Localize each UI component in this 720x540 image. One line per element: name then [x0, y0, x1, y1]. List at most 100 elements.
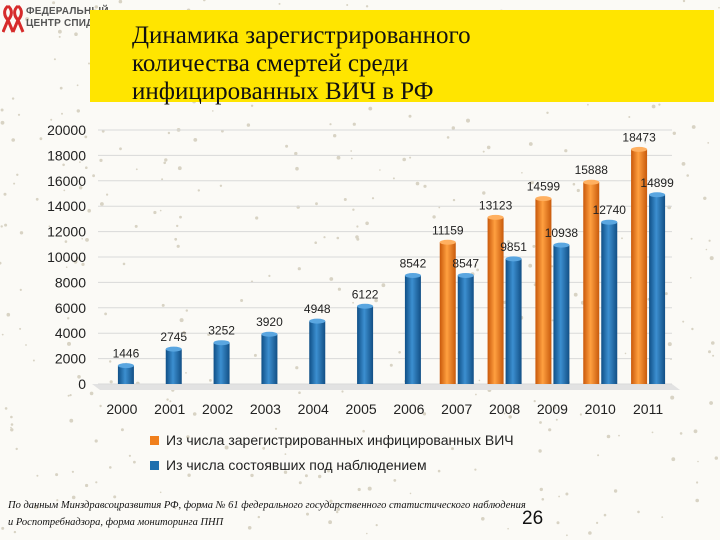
background-dot: [177, 166, 182, 171]
background-dot: [164, 158, 168, 162]
background-dot: [708, 350, 711, 354]
background-dot: [104, 312, 107, 316]
data-label-observed: 4948: [304, 302, 331, 316]
background-dot: [79, 161, 81, 164]
background-dot: [39, 137, 43, 141]
bar-observed-top: [309, 318, 326, 324]
background-dot: [274, 427, 278, 430]
background-dot: [613, 489, 618, 493]
background-dot: [690, 237, 693, 240]
background-dot: [1, 526, 5, 530]
background-dot: [81, 238, 83, 240]
background-dot: [368, 106, 373, 111]
background-dot: [528, 142, 533, 146]
background-dot: [55, 473, 59, 477]
background-dot: [19, 288, 22, 291]
background-dot: [224, 445, 229, 450]
bar-observed: [165, 349, 182, 384]
y-tick-label: 16000: [47, 173, 86, 189]
background-dot: [539, 421, 542, 424]
bar-chart: 0 2000 4000 6000 8000 10000 12000 14000 16000 180…: [47, 122, 680, 417]
background-dot: [333, 134, 337, 138]
background-dot: [318, 474, 322, 479]
background-dot: [207, 333, 211, 336]
background-dot: [697, 460, 699, 463]
x-tick-label: 2006: [393, 401, 424, 417]
bar-registered-top: [487, 214, 504, 220]
background-dot: [658, 103, 661, 106]
background-dot: [197, 189, 200, 192]
background-dot: [533, 400, 536, 403]
background-dot: [596, 521, 599, 525]
background-dot: [179, 318, 184, 323]
background-dot: [402, 262, 405, 265]
background-dot: [0, 108, 4, 112]
bar-registered: [631, 149, 648, 384]
background-dot: [298, 391, 301, 395]
data-label-registered: 11159: [432, 223, 464, 237]
background-dot: [118, 0, 123, 4]
background-dot: [174, 507, 177, 510]
background-dot: [209, 379, 212, 382]
background-dot: [362, 429, 365, 433]
data-label-registered: 13123: [479, 198, 513, 212]
background-dot: [432, 215, 436, 219]
background-dot: [3, 192, 7, 196]
background-dot: [174, 237, 178, 241]
background-dot: [709, 401, 713, 405]
background-dot: [101, 129, 105, 133]
background-dot: [336, 155, 341, 160]
background-dot: [246, 123, 251, 127]
background-dot: [64, 279, 67, 282]
background-dot: [13, 530, 17, 534]
background-dot: [253, 353, 257, 357]
background-dot: [13, 182, 16, 185]
background-dot: [109, 380, 113, 384]
background-dot: [62, 163, 65, 167]
background-dot: [393, 479, 397, 482]
background-dot: [667, 342, 672, 347]
bar-observed-top: [553, 242, 570, 248]
bar-observed-top: [117, 363, 134, 369]
background-dot: [109, 466, 112, 469]
data-label-observed: 1446: [113, 347, 140, 361]
background-dot: [682, 0, 686, 3]
background-dot: [295, 166, 299, 171]
background-dot: [664, 292, 668, 296]
background-dot: [11, 97, 15, 100]
background-dot: [255, 216, 259, 220]
background-dot: [48, 225, 51, 228]
background-dot: [336, 236, 340, 240]
x-tick-label: 2002: [202, 401, 233, 417]
x-tick-label: 2009: [537, 401, 568, 417]
bar-observed: [404, 275, 421, 384]
background-dot: [690, 277, 692, 279]
data-label-observed: 6122: [352, 287, 379, 301]
background-dot: [651, 431, 654, 434]
background-dot: [350, 157, 353, 160]
background-dot: [707, 142, 710, 144]
background-dot: [579, 413, 583, 416]
background-dot: [478, 379, 481, 382]
background-dot: [304, 474, 308, 478]
background-dot: [476, 268, 479, 272]
bar-observed: [505, 258, 522, 384]
background-dot: [352, 208, 355, 211]
page-number: 26: [522, 508, 544, 529]
background-dot: [475, 264, 477, 267]
background-dot: [695, 498, 699, 503]
bar-registered: [535, 198, 552, 384]
background-dot: [159, 491, 162, 494]
background-dot: [672, 131, 676, 135]
background-dot: [686, 174, 689, 177]
background-dot: [365, 221, 369, 226]
background-dot: [186, 435, 190, 439]
bar-observed: [309, 321, 326, 384]
bar-registered-top: [439, 239, 456, 245]
background-dot: [539, 487, 543, 492]
background-dot: [134, 224, 138, 228]
bar-observed-top: [601, 219, 618, 225]
background-dot: [618, 434, 620, 437]
background-dot: [588, 531, 592, 535]
background-dot: [438, 206, 441, 209]
